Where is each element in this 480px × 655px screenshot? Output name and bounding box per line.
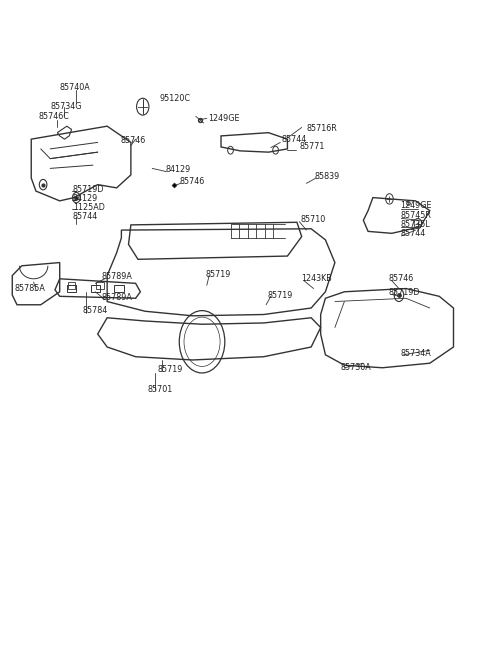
Text: 1249GE: 1249GE (208, 114, 239, 123)
Text: 85719D: 85719D (73, 185, 105, 195)
Text: 1125AD: 1125AD (73, 203, 105, 212)
Text: 85719: 85719 (206, 270, 231, 279)
Text: 85789A: 85789A (101, 272, 132, 282)
Text: 85735L: 85735L (400, 219, 430, 229)
Text: 84129: 84129 (73, 195, 98, 204)
Text: 85710: 85710 (301, 215, 326, 224)
Text: 85734G: 85734G (50, 102, 82, 111)
Text: 85785A: 85785A (14, 284, 46, 293)
Text: 85746: 85746 (388, 274, 413, 284)
Text: 95120C: 95120C (159, 94, 191, 103)
Text: 85744: 85744 (400, 229, 426, 238)
Text: 85744: 85744 (282, 135, 307, 143)
Text: 85746: 85746 (179, 177, 204, 186)
Text: 85784: 85784 (83, 306, 108, 315)
Text: 84129: 84129 (165, 165, 190, 174)
Text: 85744: 85744 (73, 212, 98, 221)
Text: 85716R: 85716R (306, 124, 337, 132)
Text: 85839: 85839 (315, 172, 340, 181)
Text: 85789A: 85789A (101, 293, 132, 302)
Text: 85771: 85771 (300, 142, 324, 151)
Text: 85740A: 85740A (60, 83, 90, 92)
Text: 85746: 85746 (120, 136, 146, 145)
Text: 85730A: 85730A (341, 364, 372, 372)
Text: 85719D: 85719D (388, 288, 420, 297)
Text: 85746C: 85746C (38, 112, 69, 121)
Text: 85745R: 85745R (400, 211, 431, 219)
Text: 85701: 85701 (148, 384, 173, 394)
Text: 85719: 85719 (157, 365, 183, 373)
Text: 85734A: 85734A (400, 349, 431, 358)
Text: 85719: 85719 (267, 291, 293, 299)
Text: 1249GE: 1249GE (400, 201, 432, 210)
Text: 1243KB: 1243KB (301, 274, 332, 284)
